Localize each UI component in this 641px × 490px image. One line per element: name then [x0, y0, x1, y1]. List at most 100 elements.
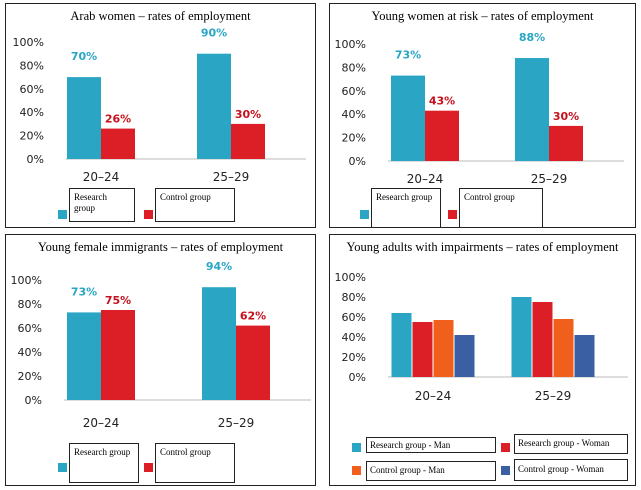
- y-tick-label: 100%: [335, 271, 366, 284]
- legend-label: Research group: [74, 192, 107, 213]
- legend-item-research-woman: Research group - Woman: [514, 434, 628, 454]
- x-tick-label: 20–24: [83, 170, 120, 184]
- y-tick-label: 60%: [20, 83, 44, 96]
- data-label: 94%: [206, 260, 232, 273]
- data-label: 75%: [105, 294, 131, 307]
- legend-label: Control group: [160, 447, 211, 457]
- legend-item-research-man: Research group - Man: [366, 437, 496, 453]
- legend-item-control: Control group: [155, 443, 235, 483]
- chart-plot: 0% 20% 40% 60% 80% 100% 20–24 70% 26% 25–29 90% 30%: [13, 27, 306, 184]
- y-tick-label: 0%: [27, 153, 44, 166]
- chart-title: Young female immigrants – rates of emplo…: [37, 240, 284, 254]
- legend-swatch-control-man: [352, 466, 361, 475]
- data-label: 26%: [105, 113, 131, 126]
- data-label: 73%: [71, 285, 97, 298]
- data-label: 30%: [553, 110, 579, 123]
- legend-item-control: Control group: [459, 188, 543, 228]
- y-tick-label: 80%: [18, 298, 42, 311]
- chart-title: Young women at risk – rates of employmen…: [371, 9, 594, 23]
- data-label: 90%: [201, 27, 227, 40]
- bar: [511, 297, 532, 377]
- legend-label: Control group - Woman: [518, 464, 604, 474]
- bar: [236, 325, 270, 400]
- chart-panel-women-at-risk: Young women at risk – rates of employmen…: [329, 3, 636, 228]
- y-tick-label: 0%: [25, 394, 42, 407]
- y-tick-label: 40%: [342, 108, 366, 121]
- chart-title: Arab women – rates of employment: [70, 9, 251, 23]
- bar: [231, 123, 265, 159]
- bar: [549, 125, 583, 161]
- data-label: 70%: [71, 50, 97, 63]
- data-label: 43%: [429, 95, 455, 108]
- legend-label: Research group - Woman: [518, 438, 610, 448]
- x-tick-label: 25–29: [535, 389, 572, 403]
- y-tick-label: 80%: [342, 61, 366, 74]
- chart-title: Young adults with impairments – rates of…: [346, 240, 619, 254]
- bar: [553, 319, 574, 377]
- legend-item-research: Research group: [69, 443, 139, 483]
- x-tick-label: 20–24: [83, 416, 120, 430]
- legend-swatch-control: [448, 210, 457, 219]
- legend-swatch-research: [360, 210, 369, 219]
- legend-swatch-control-woman: [501, 466, 510, 475]
- y-tick-label: 40%: [18, 346, 42, 359]
- y-tick-label: 0%: [349, 155, 366, 168]
- legend-swatch-research-woman: [501, 443, 510, 452]
- x-tick-label: 25–29: [218, 416, 255, 430]
- chart-panel-female-immigrants: Young female immigrants – rates of emplo…: [5, 234, 316, 486]
- chart-plot: 0% 20% 40% 60% 80% 100% 20–24 73% 75% 25–29 94% 62%: [11, 260, 311, 430]
- bar: [202, 287, 236, 400]
- data-label: 73%: [395, 49, 421, 62]
- x-tick-label: 20–24: [415, 389, 452, 403]
- bar: [433, 320, 454, 377]
- legend-label: Control group: [464, 192, 515, 202]
- legend-item-control: Control group: [155, 188, 235, 222]
- legend-label: Research group: [376, 192, 433, 202]
- bar: [454, 335, 475, 377]
- legend-item-control-woman: Control group - Woman: [514, 459, 628, 481]
- legend-label: Control group: [160, 192, 211, 202]
- data-label: 88%: [519, 31, 545, 44]
- y-tick-label: 40%: [342, 331, 366, 344]
- x-tick-label: 20–24: [407, 172, 444, 186]
- legend-item-control-man: Control group - Man: [366, 461, 496, 481]
- y-tick-label: 40%: [20, 106, 44, 119]
- legend-label: Control group - Man: [370, 465, 445, 475]
- legend-swatch-research: [58, 210, 67, 219]
- y-tick-label: 100%: [335, 38, 366, 51]
- y-tick-label: 20%: [18, 370, 42, 383]
- x-tick-label: 25–29: [213, 170, 250, 184]
- y-tick-label: 20%: [342, 132, 366, 145]
- y-tick-label: 80%: [342, 291, 366, 304]
- bar: [67, 77, 101, 159]
- y-tick-label: 20%: [342, 351, 366, 364]
- legend-item-research: Research group: [371, 188, 441, 228]
- bar: [101, 310, 135, 400]
- bar: [391, 313, 412, 377]
- y-tick-label: 100%: [11, 274, 42, 287]
- bar: [425, 110, 459, 161]
- y-tick-label: 80%: [20, 59, 44, 72]
- y-tick-label: 60%: [18, 322, 42, 335]
- bar: [391, 75, 425, 161]
- y-tick-label: 100%: [13, 36, 44, 49]
- bar: [101, 128, 135, 159]
- y-tick-label: 60%: [342, 311, 366, 324]
- bar: [197, 53, 231, 160]
- chart-panel-impairments: Young adults with impairments – rates of…: [329, 234, 636, 486]
- legend-item-research: Research group: [69, 188, 135, 222]
- bar: [67, 312, 101, 400]
- y-tick-label: 60%: [342, 85, 366, 98]
- y-tick-label: 0%: [349, 371, 366, 384]
- legend-swatch-control: [144, 463, 153, 472]
- legend-swatch-control: [144, 210, 153, 219]
- x-tick-label: 25–29: [531, 172, 568, 186]
- legend-label: Research group - Man: [370, 440, 451, 450]
- chart-plot: 0% 20% 40% 60% 80% 100% 20–24 25–29: [335, 271, 628, 403]
- legend-swatch-research: [58, 463, 67, 472]
- y-tick-label: 20%: [20, 130, 44, 143]
- chart-plot: 0% 20% 40% 60% 80% 100% 20–24 73% 43% 25–29 88% 30%: [335, 31, 624, 186]
- legend-swatch-research-man: [352, 443, 361, 452]
- bar: [412, 322, 433, 377]
- bar: [574, 335, 595, 377]
